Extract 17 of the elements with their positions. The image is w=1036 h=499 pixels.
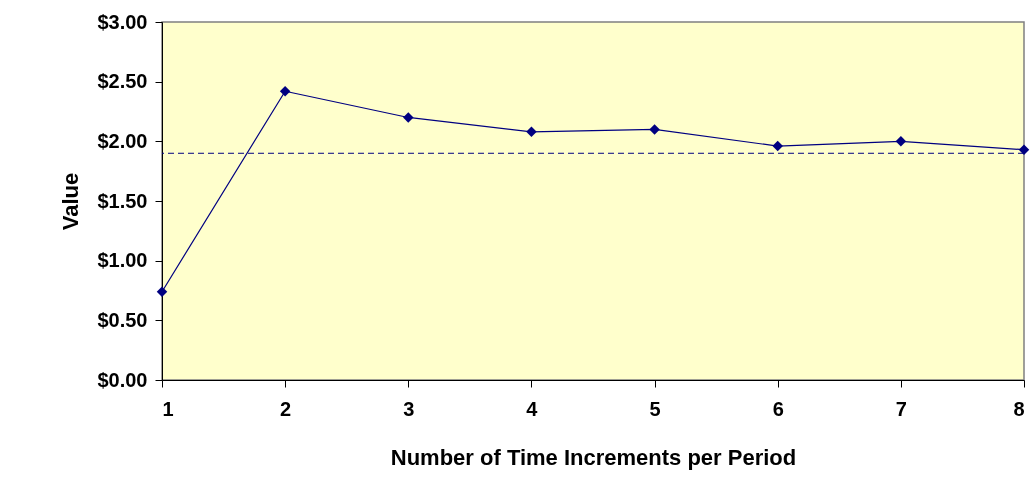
x-tick-label: 4 — [526, 397, 539, 420]
x-tick-label: 1 — [162, 397, 174, 420]
x-tick-label: 3 — [403, 397, 415, 420]
y-axis-title: Value — [58, 172, 84, 231]
x-axis-title: Number of Time Increments per Period — [390, 444, 797, 470]
y-tick-label: $0.00 — [97, 368, 148, 391]
y-tick-label: $2.00 — [97, 129, 148, 152]
y-tick-label: $2.50 — [97, 70, 148, 93]
x-tick-label: 8 — [1013, 397, 1025, 420]
y-tick-label: $3.00 — [97, 10, 148, 33]
y-tick-label: $0.50 — [97, 308, 148, 331]
x-tick-label: 2 — [280, 397, 292, 420]
y-tick-label: $1.00 — [97, 249, 148, 272]
x-tick-label: 6 — [772, 397, 784, 420]
x-tick-label: 5 — [649, 397, 661, 420]
x-tick-label: 7 — [895, 397, 907, 420]
y-tick-label: $1.50 — [97, 189, 148, 212]
